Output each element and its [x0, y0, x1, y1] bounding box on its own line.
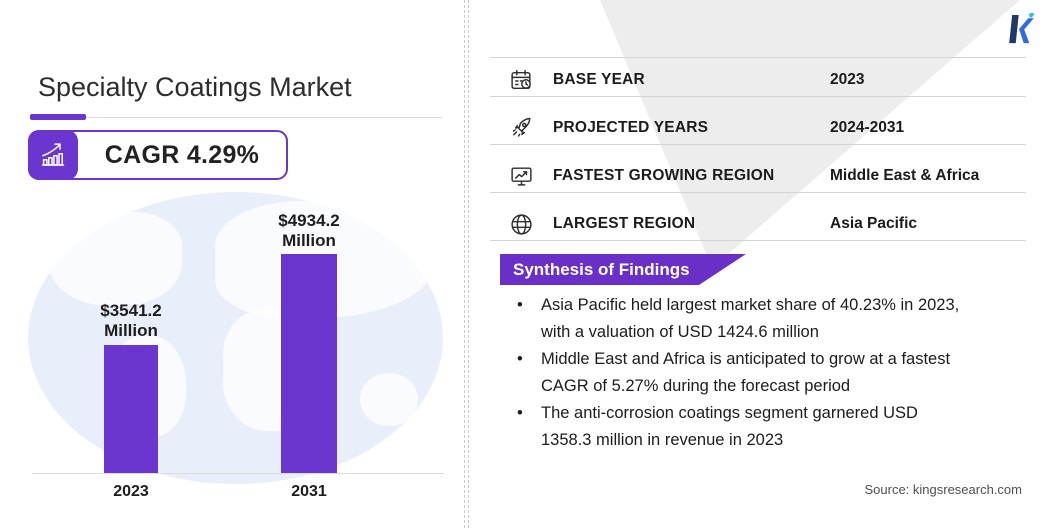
dashed-divider — [464, 0, 469, 528]
row-divider — [490, 240, 1026, 241]
calendar-clock-icon — [508, 67, 534, 93]
info-row-base-year: BASE YEAR 2023 — [508, 65, 1026, 95]
info-value: Asia Pacific — [830, 215, 918, 232]
synthesis-title: Synthesis of Findings — [513, 260, 690, 279]
row-divider — [490, 96, 1026, 97]
page-title: Specialty Coatings Market — [38, 72, 352, 102]
rocket-icon — [508, 115, 534, 141]
bar-2023 — [104, 345, 158, 473]
kings-research-logo — [1004, 12, 1034, 46]
finding-line: Asia Pacific held largest market share o… — [541, 296, 960, 314]
finding-item: The anti-corrosion coatings segment garn… — [517, 400, 1041, 454]
info-value: 2024-2031 — [830, 119, 905, 136]
x-axis-label-2031: 2031 — [291, 483, 327, 500]
synthesis-banner: Synthesis of Findings — [500, 254, 746, 285]
map-landmass — [360, 373, 419, 426]
info-label: FASTEST GROWING REGION — [553, 167, 775, 184]
cagr-value: CAGR 4.29% — [104, 140, 260, 169]
row-divider — [490, 57, 1026, 58]
info-value: Middle East & Africa — [830, 167, 980, 184]
info-row-fastest-growing-region: FASTEST GROWING REGION Middle East & Afr… — [508, 161, 1026, 191]
bar-2031 — [281, 254, 337, 473]
info-label: PROJECTED YEARS — [553, 119, 709, 136]
source-note: Source: kingsresearch.com — [864, 482, 1022, 497]
x-axis-label-2023: 2023 — [113, 483, 149, 500]
bar-unit-2031: Million — [282, 231, 336, 250]
row-divider — [490, 192, 1026, 193]
bar-unit-2023: Million — [104, 321, 158, 340]
cagr-badge: CAGR 4.29% — [28, 130, 288, 180]
growth-monitor-icon — [508, 163, 534, 189]
bar-value-label-2023: $3541.2 Million — [61, 301, 201, 341]
info-label: LARGEST REGION — [553, 215, 696, 232]
info-label: BASE YEAR — [553, 71, 645, 88]
x-axis-line — [32, 473, 444, 474]
finding-line: 1358.3 million in revenue in 2023 — [541, 431, 784, 449]
info-value: 2023 — [830, 71, 865, 88]
title-underline — [30, 117, 442, 118]
findings-list: Asia Pacific held largest market share o… — [517, 292, 1041, 454]
info-row-projected-years: PROJECTED YEARS 2024-2031 — [508, 113, 1026, 143]
finding-item: Middle East and Africa is anticipated to… — [517, 346, 1041, 400]
info-row-largest-region: LARGEST REGION Asia Pacific — [508, 209, 1026, 239]
title-underline-accent — [30, 114, 86, 120]
finding-line: with a valuation of USD 1424.6 million — [541, 323, 819, 341]
finding-line: Middle East and Africa is anticipated to… — [541, 350, 951, 368]
growth-chart-icon — [28, 130, 78, 180]
finding-line: The anti-corrosion coatings segment garn… — [541, 404, 918, 422]
bar-value-2023: $3541.2 — [100, 301, 162, 320]
map-landmass — [48, 212, 182, 306]
bar-value-label-2031: $4934.2 Million — [239, 211, 379, 251]
finding-item: Asia Pacific held largest market share o… — [517, 292, 1041, 346]
finding-line: CAGR of 5.27% during the forecast period — [541, 377, 851, 395]
globe-icon — [508, 211, 534, 237]
bar-value-2031: $4934.2 — [278, 211, 340, 230]
row-divider — [490, 144, 1026, 145]
